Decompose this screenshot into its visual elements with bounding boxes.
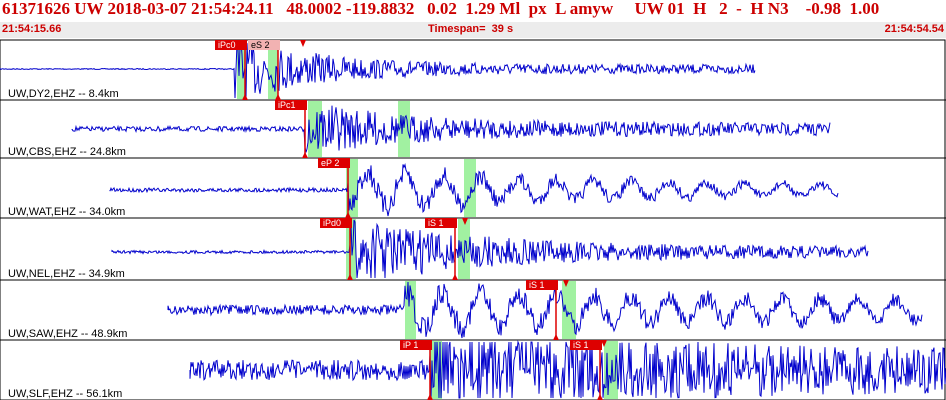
waveform-trace[interactable] (167, 281, 923, 339)
pick-flag[interactable] (275, 100, 307, 110)
pick-arrow (275, 94, 281, 100)
pick-arrow (452, 274, 458, 280)
timespan: Timespan= 39 s (428, 23, 514, 35)
pick-label: iPc1 (278, 100, 296, 110)
theoretical-arrival-arrow (300, 40, 306, 47)
station-label: UW,SAW,EHZ -- 48.9km (8, 328, 127, 340)
pick-label: iP 1 (403, 340, 418, 350)
pick-arrow (553, 334, 559, 340)
station-label: UW,WAT,EHZ -- 34.0km (8, 206, 125, 218)
theoretical-arrival-arrow (601, 340, 607, 347)
event-summary: 61371626 UW 2018-03-07 21:54:24.11 48.00… (2, 0, 880, 18)
pick-window (458, 219, 470, 279)
pick-flag[interactable] (570, 340, 602, 350)
waveform-trace[interactable] (109, 163, 839, 217)
station-label: UW,NEL,EHZ -- 34.9km (8, 268, 125, 280)
pick-flag[interactable] (526, 280, 558, 290)
station-label: UW,CBS,EHZ -- 24.8km (8, 146, 126, 158)
pick-arrow (597, 394, 603, 400)
pick-flag[interactable] (425, 218, 457, 228)
station-label: UW,SLF,EHZ -- 56.1km (8, 388, 122, 400)
pick-label: iPd0 (323, 218, 341, 228)
pick-flag[interactable] (215, 40, 247, 50)
pick-window (237, 41, 246, 99)
waveform-trace[interactable] (189, 340, 946, 399)
pick-window (346, 219, 356, 279)
waveform-trace[interactable] (0, 41, 756, 99)
pick-arrow (427, 394, 433, 400)
pick-label: iS 1 (428, 218, 444, 228)
theoretical-arrival-arrow (563, 280, 569, 287)
pick-window (562, 281, 576, 339)
event-header: 61371626 UW 2018-03-07 21:54:24.11 48.00… (0, 0, 946, 38)
waveform-trace[interactable] (71, 105, 831, 153)
pick-flag[interactable] (318, 158, 350, 168)
pick-label: iPc0 (218, 40, 236, 50)
waveform-trace[interactable] (111, 219, 869, 279)
pick-arrow (347, 274, 353, 280)
pick-arrow (302, 152, 308, 158)
pick-arrow (345, 212, 351, 218)
pick-arrow (242, 94, 248, 100)
pick-window (398, 101, 410, 157)
pick-window (268, 41, 278, 99)
start-time: 21:54:15.66 (2, 23, 62, 35)
pick-label: eP 2 (321, 158, 339, 168)
pick-flag[interactable] (248, 40, 280, 50)
end-time: 21:54:54.54 (884, 23, 944, 35)
theoretical-arrival-arrow (462, 218, 468, 225)
trace-panel-frame (0, 39, 946, 400)
pick-label: eS 2 (251, 40, 270, 50)
pick-label: iS 1 (529, 280, 545, 290)
pick-flag[interactable] (400, 340, 432, 350)
time-bar: 21:54:15.66 Timespan= 39 s 21:54:54.54 (0, 22, 946, 38)
pick-flag[interactable] (320, 218, 352, 228)
station-label: UW,DY2,EHZ -- 8.4km (8, 88, 119, 100)
pick-label: iS 1 (573, 340, 589, 350)
pick-window (405, 281, 416, 339)
